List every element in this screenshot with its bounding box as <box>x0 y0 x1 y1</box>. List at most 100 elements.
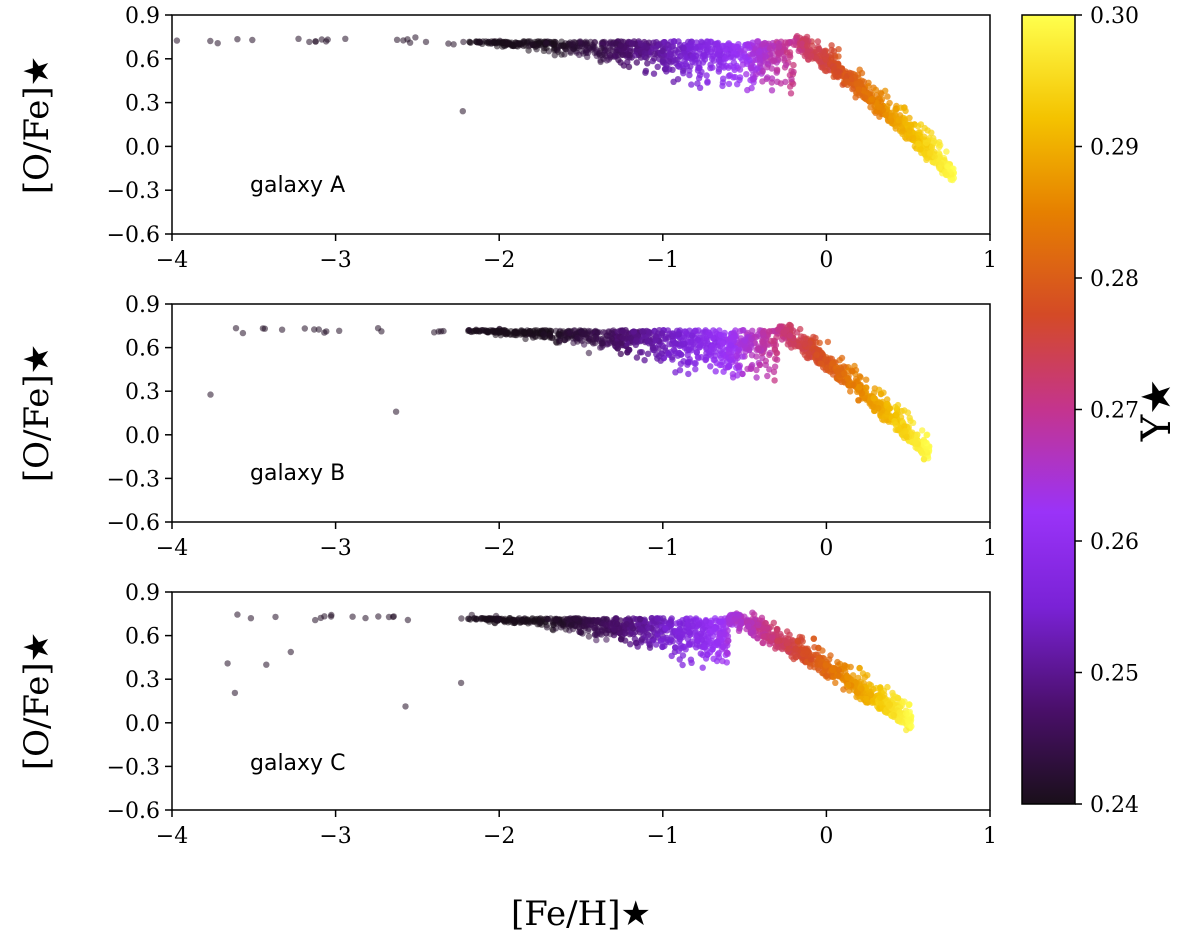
data-point <box>790 38 798 45</box>
data-point <box>733 352 740 359</box>
data-point <box>928 144 936 151</box>
data-point <box>644 350 652 357</box>
data-point <box>587 328 594 335</box>
panel-label-b: galaxy B <box>250 461 345 486</box>
data-point <box>817 360 824 367</box>
data-point <box>699 626 706 633</box>
data-point <box>770 619 777 626</box>
data-point <box>654 627 661 634</box>
data-point <box>902 119 910 127</box>
data-point <box>482 615 489 622</box>
data-point <box>726 620 734 628</box>
data-point <box>633 337 640 344</box>
data-point <box>537 619 544 626</box>
data-point <box>422 38 430 46</box>
data-point <box>772 643 780 650</box>
data-point <box>676 626 683 633</box>
data-point <box>788 75 795 83</box>
data-point <box>713 638 721 646</box>
data-point <box>725 615 732 623</box>
colorbar-tick-label: 0.27 <box>1090 399 1139 424</box>
axes-frame-c <box>171 591 991 811</box>
data-point <box>902 427 909 435</box>
data-point <box>721 630 728 638</box>
data-point <box>703 72 710 79</box>
data-point <box>709 343 717 350</box>
data-point <box>590 43 597 50</box>
y-ticks-a: −0.6−0.30.00.30.60.9 <box>107 4 172 248</box>
data-point <box>773 626 781 633</box>
data-point <box>594 329 601 336</box>
y-tick-label: −0.3 <box>107 467 160 492</box>
data-point <box>884 93 891 100</box>
data-point <box>681 333 688 340</box>
data-point <box>828 42 835 49</box>
data-point <box>744 618 752 625</box>
colorbar-tick-label: 0.30 <box>1090 4 1139 29</box>
data-point <box>845 381 852 389</box>
data-point <box>715 68 722 75</box>
data-point <box>783 49 791 56</box>
data-point <box>849 85 856 93</box>
data-point <box>876 694 884 701</box>
data-point <box>822 56 829 63</box>
data-point <box>581 40 589 48</box>
data-point <box>904 409 912 416</box>
data-point <box>748 335 755 343</box>
data-point <box>838 354 846 362</box>
data-point <box>903 710 910 717</box>
data-point <box>618 339 625 347</box>
data-point <box>766 328 773 335</box>
x-ticks-b: −4 −3 −2 −1 0 1 <box>156 522 997 561</box>
data-point <box>476 328 483 335</box>
x-tick-label: −3 <box>319 824 351 849</box>
y-ticks-c: −0.6−0.30.00.30.60.9 <box>107 581 172 824</box>
data-point <box>764 74 771 81</box>
data-point <box>819 64 826 71</box>
data-point <box>770 368 778 376</box>
data-point <box>692 627 699 634</box>
data-point <box>719 82 726 90</box>
data-point <box>717 618 725 625</box>
data-point <box>687 40 695 48</box>
data-point <box>592 334 600 341</box>
data-point <box>689 54 696 61</box>
data-point <box>458 615 465 622</box>
data-point <box>581 330 588 338</box>
data-point <box>406 39 414 46</box>
data-point <box>749 75 756 83</box>
data-point <box>619 334 626 341</box>
data-point <box>655 345 662 352</box>
data-point <box>683 347 691 354</box>
data-point <box>564 616 571 623</box>
data-point <box>754 345 761 352</box>
x-tick-label: −3 <box>319 248 351 273</box>
data-point <box>720 75 727 82</box>
data-point <box>506 615 513 622</box>
data-point <box>908 723 915 730</box>
data-point <box>856 664 863 672</box>
x-tick-label: −4 <box>156 824 188 849</box>
data-point <box>680 44 687 52</box>
data-point <box>645 624 652 631</box>
data-point <box>696 64 703 72</box>
data-point <box>671 339 679 347</box>
data-point <box>618 636 625 643</box>
x-tick-label: 1 <box>983 536 997 561</box>
data-point <box>686 71 693 79</box>
data-point <box>568 622 575 629</box>
data-point <box>930 138 938 145</box>
data-point <box>597 58 604 66</box>
data-point <box>719 345 727 352</box>
data-point <box>460 38 467 46</box>
x-tick-label: −1 <box>647 824 679 849</box>
data-point <box>626 52 633 59</box>
data-point <box>551 52 558 59</box>
data-point <box>404 616 412 624</box>
data-point <box>701 644 708 651</box>
data-point <box>553 46 561 53</box>
data-point <box>312 38 319 45</box>
data-point <box>613 620 621 627</box>
y-tick-label: 0.6 <box>125 48 160 73</box>
data-point <box>682 54 690 61</box>
